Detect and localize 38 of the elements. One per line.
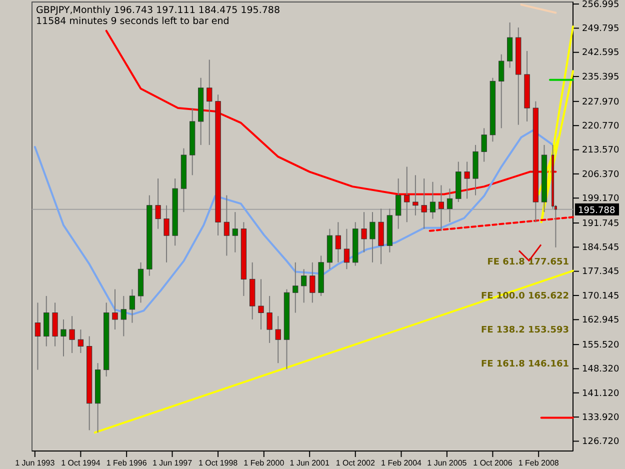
x-tick-label: 1 Oct 2006	[473, 458, 513, 468]
x-tick-label: 1 Feb 2008	[518, 458, 560, 468]
y-tick-label: 227.970	[582, 97, 620, 108]
y-tick-label: 126.720	[582, 437, 620, 448]
annotation: FE 100.0 165.622	[480, 292, 569, 302]
x-tick-label: 1 Jun 1993	[15, 458, 56, 468]
x-tick-label: 1 Oct 1998	[198, 458, 238, 468]
annotation: FE 161.8 146.161	[480, 360, 569, 370]
annotation: FE 61.8 177.651	[487, 258, 569, 268]
y-tick-label: 170.145	[582, 291, 620, 302]
y-tick-label: 148.320	[582, 364, 620, 375]
y-tick-label: 220.770	[582, 121, 620, 132]
text: 11584 minutes 9 seconds left to bar end	[36, 16, 230, 27]
y-tick-label: 249.795	[582, 24, 620, 34]
y-tick-label: 141.120	[582, 388, 620, 399]
x-tick-label: 1 Oct 1994	[61, 458, 101, 468]
x-tick-label: 1 Feb 2004	[381, 458, 422, 468]
y-tick-label: 155.520	[582, 340, 620, 350]
y-tick-label: 199.170	[582, 194, 620, 204]
x-tick-label: 1 Oct 2002	[336, 458, 376, 468]
y-tick-label: 184.545	[582, 243, 620, 254]
x-tick-label: 1 Jun 2005	[427, 458, 468, 468]
x-tick-label: 1 Jun 1997	[152, 458, 193, 468]
x-tick-label: 1 Feb 1996	[106, 458, 148, 468]
y-tick-label: 162.945	[582, 316, 620, 326]
chart-title: GBPJPY,Monthly 196.743 197.111 184.475 195.788	[36, 5, 280, 16]
y-tick-label: 133.920	[582, 412, 620, 423]
y-tick-label: 256.995	[582, 0, 620, 10]
annotation: FE 138.2 153.593	[480, 326, 569, 336]
x-tick-label: 1 Feb 2000	[244, 458, 285, 468]
y-tick-label: 235.395	[582, 72, 620, 82]
y-tick-label: 242.595	[582, 48, 620, 58]
y-tick-label: 191.745	[582, 218, 620, 229]
ref-line-label: 195.788	[578, 206, 616, 216]
y-tick-label: 177.345	[582, 267, 620, 278]
y-tick-label: 213.570	[582, 146, 620, 156]
y-tick-label: 206.370	[582, 170, 620, 180]
x-tick-label: 1 Jun 2001	[290, 458, 330, 468]
